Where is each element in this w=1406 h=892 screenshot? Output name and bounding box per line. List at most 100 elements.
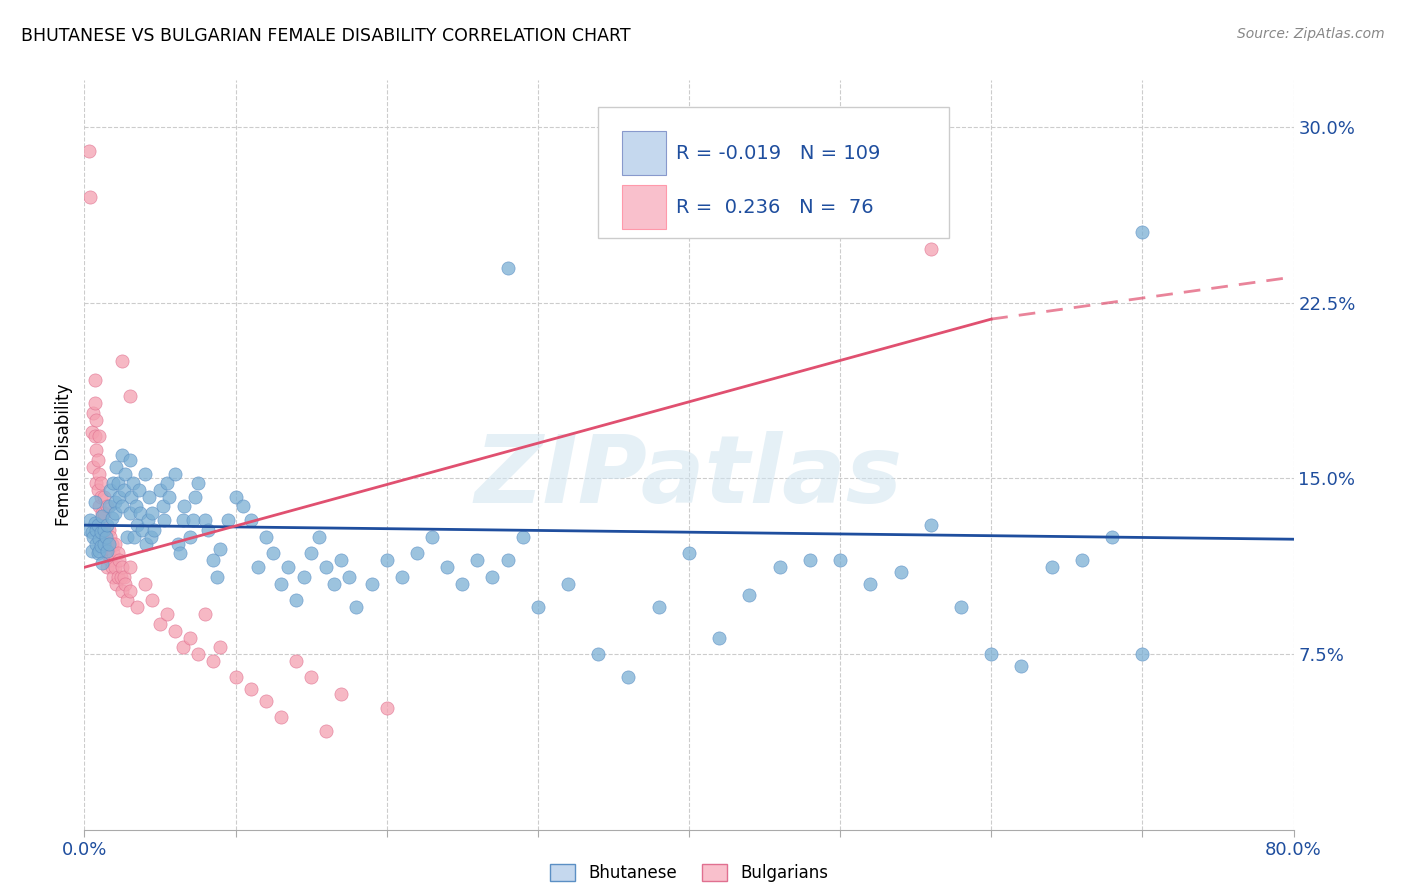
Point <box>100 537 122 551</box>
Point <box>142 523 165 537</box>
Text: R =  0.236   N =  76: R = 0.236 N = 76 <box>676 198 873 217</box>
Point <box>84 429 107 443</box>
Point <box>292 570 315 584</box>
Point <box>920 518 942 533</box>
Point <box>112 570 135 584</box>
Point <box>1071 553 1094 567</box>
Point <box>187 476 209 491</box>
Point <box>118 560 141 574</box>
Point <box>201 553 224 567</box>
Point <box>111 560 134 574</box>
Point <box>112 483 135 497</box>
Point <box>104 494 127 508</box>
Point <box>115 593 138 607</box>
Point <box>84 516 107 530</box>
Point <box>169 546 191 560</box>
Point <box>82 530 104 544</box>
Point <box>172 640 194 654</box>
FancyBboxPatch shape <box>623 131 666 176</box>
Point <box>100 511 122 525</box>
Point <box>87 518 110 533</box>
Point <box>90 490 112 504</box>
Point <box>128 483 150 497</box>
Point <box>830 553 852 567</box>
Point <box>156 607 179 621</box>
Point <box>96 560 118 574</box>
Point <box>451 576 474 591</box>
FancyBboxPatch shape <box>599 106 949 237</box>
Point <box>86 443 108 458</box>
Point <box>127 600 149 615</box>
Point <box>197 523 219 537</box>
Point <box>108 490 131 504</box>
Point <box>97 537 120 551</box>
Point <box>262 546 284 560</box>
Point <box>94 530 117 544</box>
Point <box>247 560 270 574</box>
Point <box>157 490 180 504</box>
Point <box>120 490 142 504</box>
Point <box>93 507 115 521</box>
Point <box>93 490 115 504</box>
Point <box>285 593 308 607</box>
Point <box>207 570 229 584</box>
Point <box>111 583 134 598</box>
Point <box>165 467 187 481</box>
Point <box>617 670 640 684</box>
Point <box>134 576 156 591</box>
Point <box>97 523 120 537</box>
Y-axis label: Female Disability: Female Disability <box>55 384 73 526</box>
Point <box>104 507 127 521</box>
Point <box>512 530 534 544</box>
Point <box>96 537 118 551</box>
Point <box>139 530 162 544</box>
Point <box>96 518 118 533</box>
Point <box>107 546 129 560</box>
Point <box>87 483 110 497</box>
Point <box>315 724 337 739</box>
Point <box>93 537 115 551</box>
Point <box>217 513 239 527</box>
Point <box>98 553 121 567</box>
Point <box>114 467 136 481</box>
Point <box>467 553 489 567</box>
Point <box>799 553 821 567</box>
Point <box>104 560 127 574</box>
Point <box>122 530 145 544</box>
Point <box>588 647 610 661</box>
Point <box>187 647 209 661</box>
FancyBboxPatch shape <box>623 186 666 229</box>
Point <box>115 530 138 544</box>
Point <box>89 429 111 443</box>
Point <box>165 624 187 638</box>
Point <box>277 560 299 574</box>
Point <box>84 373 107 387</box>
Point <box>90 525 112 540</box>
Point <box>86 476 108 491</box>
Point <box>93 523 115 537</box>
Point <box>859 576 882 591</box>
Point <box>270 576 292 591</box>
Text: BHUTANESE VS BULGARIAN FEMALE DISABILITY CORRELATION CHART: BHUTANESE VS BULGARIAN FEMALE DISABILITY… <box>21 27 631 45</box>
Point <box>138 490 160 504</box>
Point <box>149 483 172 497</box>
Point <box>406 546 429 560</box>
Point <box>194 607 217 621</box>
Point <box>153 513 176 527</box>
Point <box>391 570 413 584</box>
Point <box>79 513 101 527</box>
Point <box>890 565 912 579</box>
Point <box>308 530 330 544</box>
Text: Source: ZipAtlas.com: Source: ZipAtlas.com <box>1237 27 1385 41</box>
Point <box>602 190 624 204</box>
Point <box>173 500 195 514</box>
Point <box>84 494 107 508</box>
Point <box>270 710 292 724</box>
Point <box>84 396 107 410</box>
Point <box>201 654 224 668</box>
Point <box>322 576 344 591</box>
Point <box>709 631 731 645</box>
Point <box>80 425 103 439</box>
Point <box>527 600 550 615</box>
Point <box>920 242 942 256</box>
